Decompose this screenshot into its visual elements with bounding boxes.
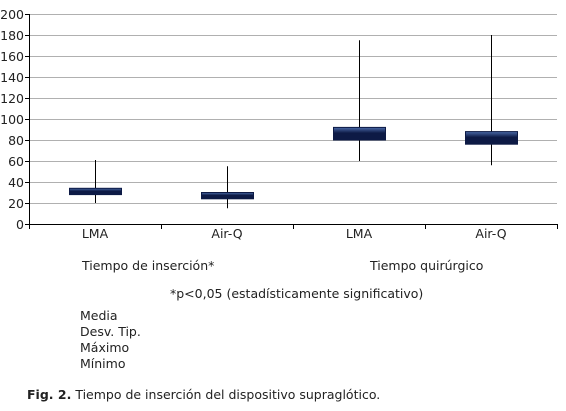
caption-label: Fig. 2.	[27, 387, 72, 402]
sd-box	[333, 126, 386, 141]
legend-item-maximo: Máximo	[80, 340, 130, 355]
sd-box	[465, 131, 518, 145]
legend: Media Desv. Tip. Máximo Mínimo	[80, 308, 141, 372]
legend-item-desv: Desv. Tip.	[80, 324, 141, 339]
significance-note: *p<0,05 (estadísticamente significativo)	[170, 286, 424, 301]
y-tick-label: 180	[0, 28, 24, 43]
sd-box	[201, 192, 254, 200]
group-label-quirurgico: Tiempo quirúrgico	[370, 258, 484, 273]
caption-text: Tiempo de inserción del dispositivo supr…	[75, 387, 381, 402]
legend-item-media: Media	[80, 308, 118, 323]
y-tick-label: 20	[8, 196, 24, 211]
y-tick-label: 100	[0, 112, 24, 127]
y-tick-label: 200	[0, 7, 24, 22]
x-tick-label: LMA	[346, 226, 373, 241]
group-label-insercion: Tiempo de inserción*	[82, 258, 215, 273]
sd-box	[69, 187, 122, 196]
x-tick-label: LMA	[82, 226, 109, 241]
y-tick-label: 160	[0, 49, 24, 64]
y-tick-label: 0	[16, 217, 24, 232]
figure-caption: Fig. 2. Tiempo de inserción del disposit…	[27, 387, 380, 403]
legend-item-minimo: Mínimo	[80, 356, 126, 371]
y-tick-label: 60	[8, 154, 24, 169]
box-chart: 0 20 40 60 80 100 120 140 160 180 200 LMA Air-Q LMA Ai…	[0, 7, 558, 241]
y-tick-label: 120	[0, 91, 24, 106]
x-tick-label: Air-Q	[475, 226, 506, 241]
y-tick-label: 40	[8, 175, 24, 190]
y-tick-label: 140	[0, 70, 24, 85]
y-tick-label: 80	[8, 133, 24, 148]
x-tick-label: Air-Q	[211, 226, 242, 241]
